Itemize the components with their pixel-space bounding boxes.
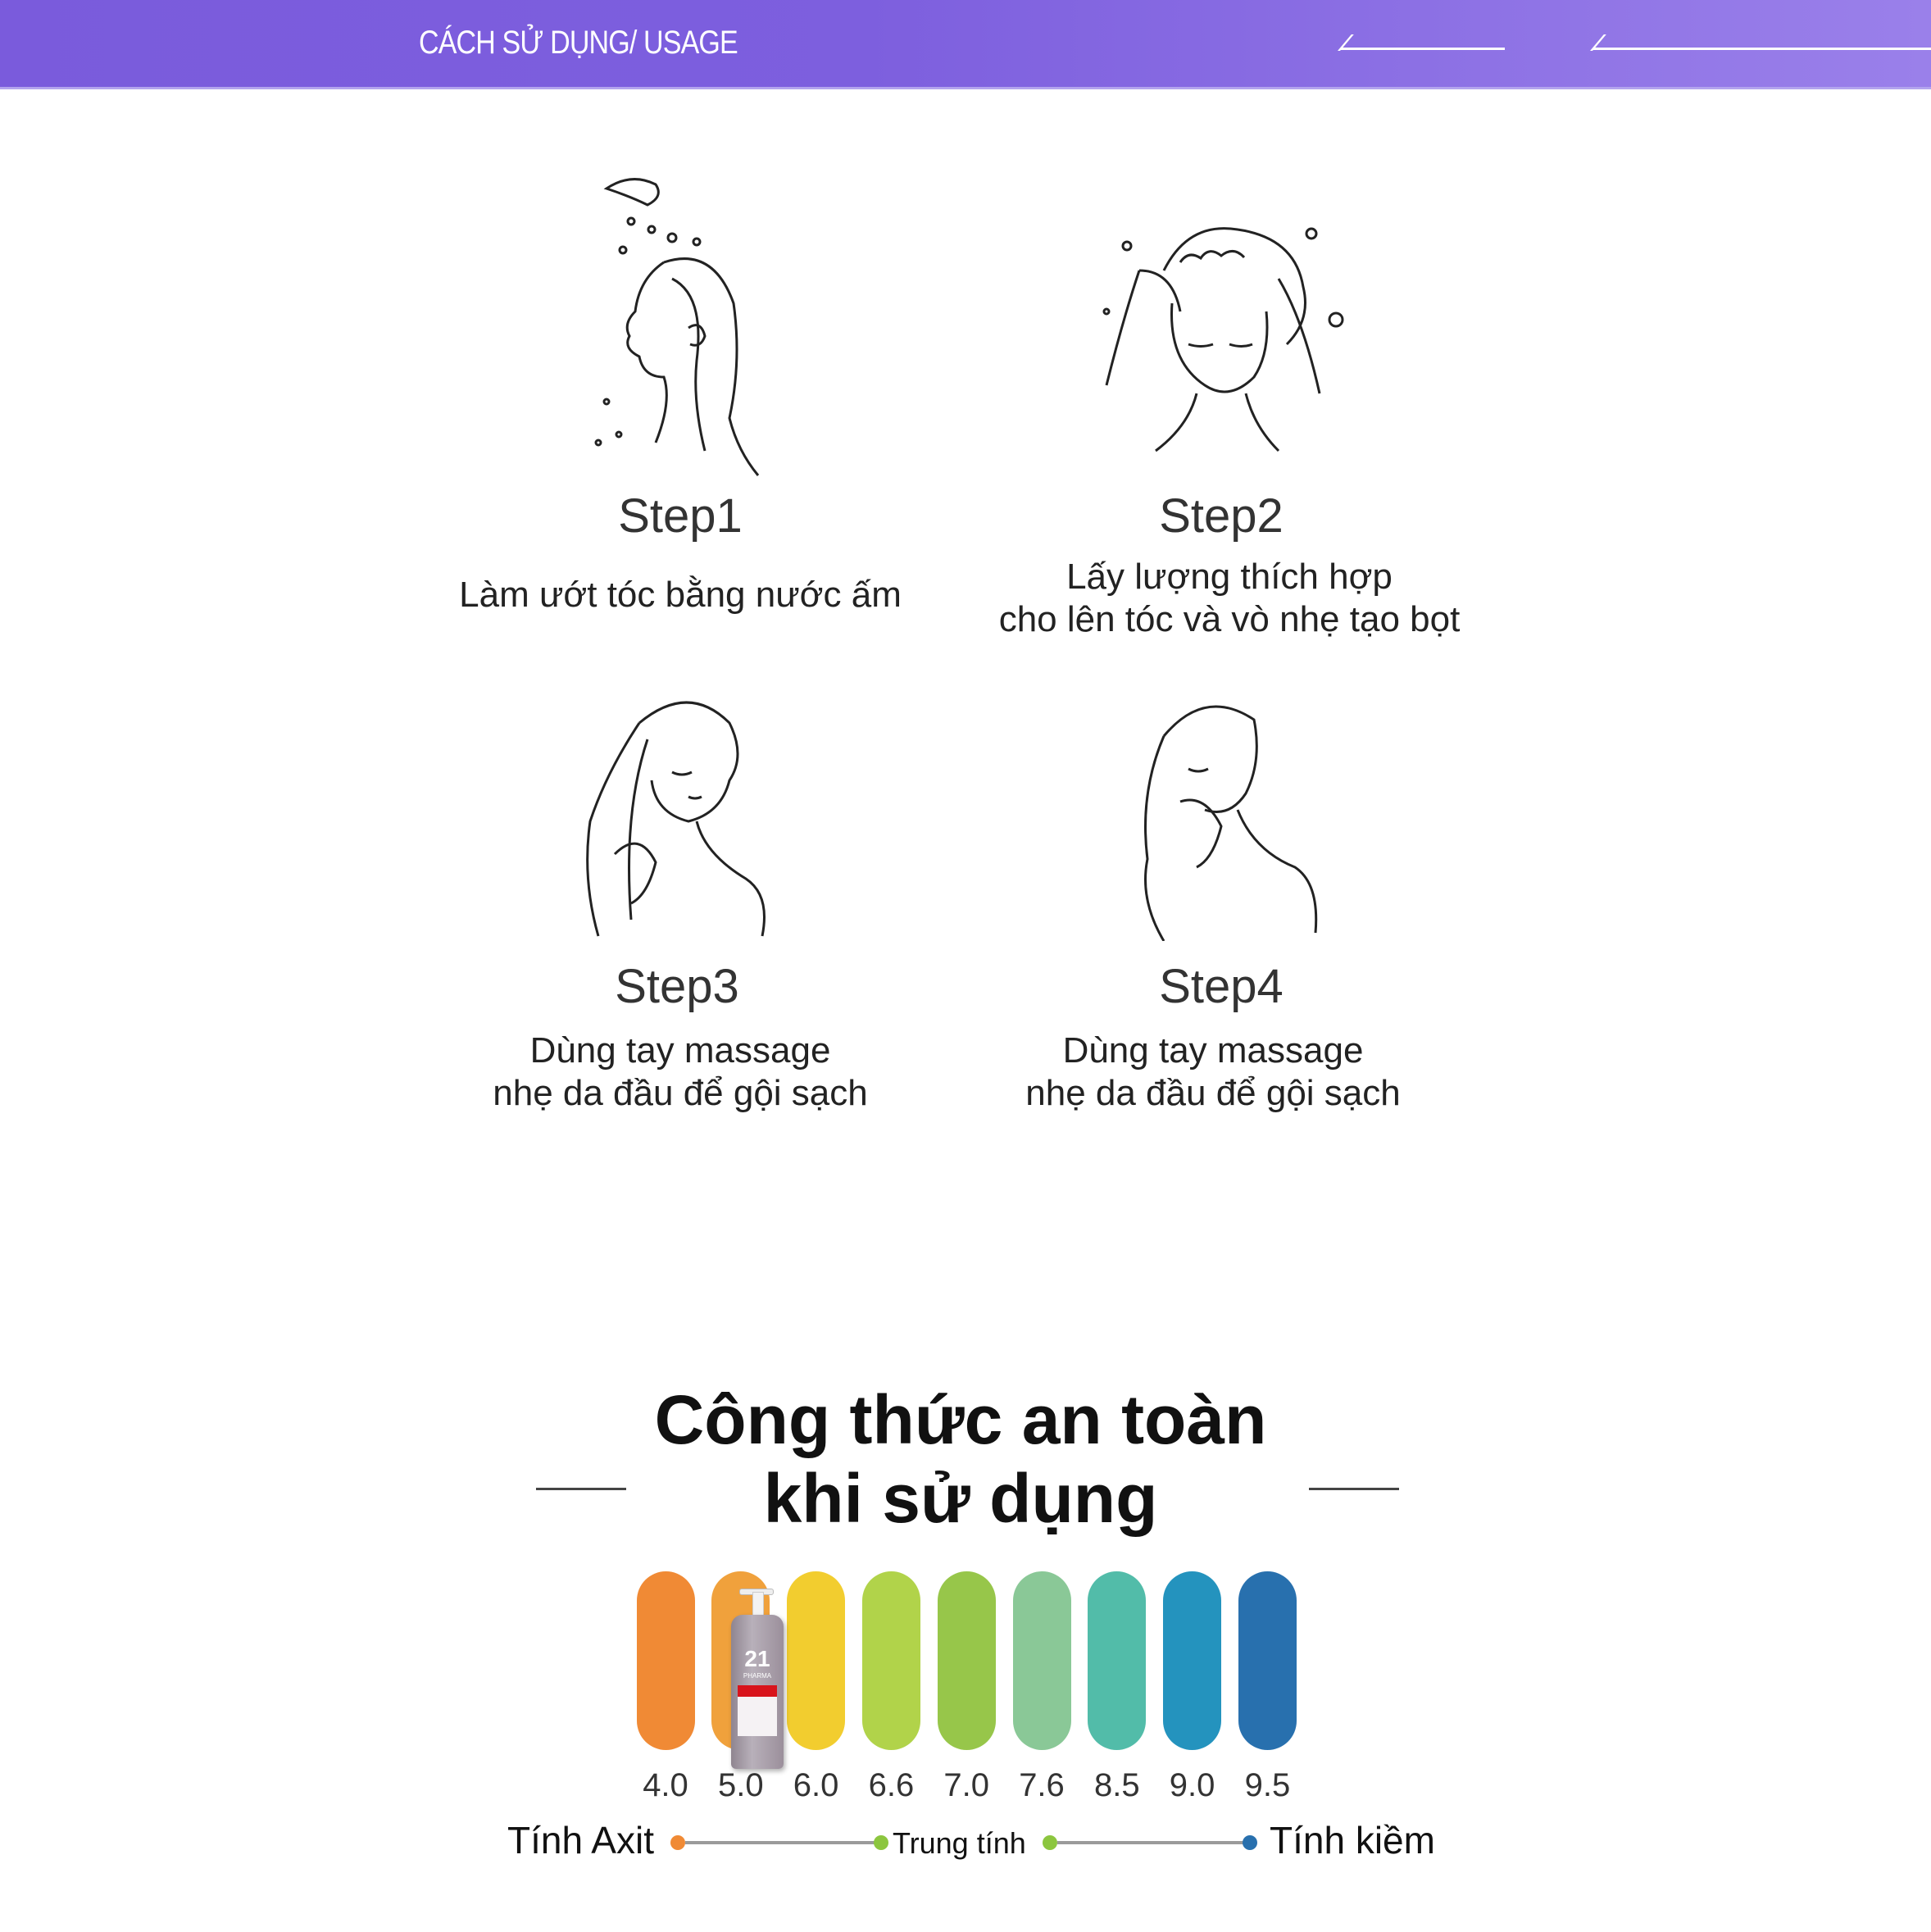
step3-illustration [393,690,967,944]
massaging-scalp-illustration [586,701,766,937]
section-title: CÁCH SỬ DỤNG/ USAGE [419,25,738,61]
step4-desc-line: Dùng tay massage [1062,1030,1364,1071]
ph-bar-7.0 [937,1571,996,1750]
step4-description: Dùng tay massage nhẹ da đầu để gội sạch [902,1030,1524,1115]
neutral-label: Trung tính [893,1826,1026,1860]
step3-desc-line: Dùng tay massage [529,1030,831,1071]
alkaline-dot [1243,1835,1257,1850]
ph-label: 9.0 [1169,1767,1215,1803]
step1-illustration [393,172,967,488]
safety-title-line: khi sử dụng [763,1460,1158,1537]
title-left-divider [536,1488,626,1490]
title-right-divider [1309,1488,1399,1490]
step3-desc-line: nhẹ da đầu để gội sạch [493,1073,868,1113]
step1-title: Step1 [618,489,743,543]
step4-illustration [934,695,1508,941]
step4-title: Step4 [1159,960,1284,1013]
safety-title: Công thức an toàn khi sử dụng [574,1380,1347,1538]
ph-label: 6.6 [868,1767,915,1803]
ph-label: 5.0 [717,1767,764,1803]
ph-bar-9.0 [1163,1571,1222,1750]
acid-dot [670,1835,685,1850]
ph-label: 7.0 [943,1767,989,1803]
shower-hair-wetting-illustration [594,178,760,476]
alkaline-label: Tính kiềm [1270,1819,1435,1862]
ph-bar-9.5 [1238,1571,1297,1750]
step3-description: Dùng tay massage nhẹ da đầu để gội sạch [369,1030,992,1115]
decorative-line [1593,48,1931,50]
step2-title: Step2 [1159,489,1284,543]
neutral-dot-right [1043,1835,1057,1850]
scale-line-left [685,1841,875,1844]
ph-bar-7.6 [1012,1571,1071,1750]
step2-desc-line: cho lên tóc và vò nhẹ tạo bọt [998,599,1461,639]
step3-title: Step3 [615,960,739,1013]
product-bottle-image: 21 PHARMA [728,1589,787,1771]
step4-desc-line: nhẹ da đầu để gội sạch [1025,1073,1401,1113]
rinsing-hair-illustration [1144,705,1318,941]
bottle-number: 21 [744,1646,770,1671]
step2-illustration [934,221,1508,467]
acid-label: Tính Axit [507,1819,654,1862]
ph-bar-6.0 [787,1571,846,1750]
ph-label: 8.5 [1093,1767,1140,1803]
bottle-brand: PHARMA [743,1672,772,1680]
step1-desc-line: Làm ướt tóc bằng nước ấm [459,575,902,615]
neutral-dot-left [874,1835,888,1850]
decorative-line [1341,48,1505,50]
step2-desc-line: Lấy lượng thích hợp [1066,557,1393,597]
ph-bar-6.6 [861,1571,920,1750]
step1-description: Làm ướt tóc bằng nước ấm [369,574,992,616]
step2-description: Lấy lượng thích hợp cho lên tóc và vò nh… [918,556,1541,641]
ph-bar-4.0 [636,1571,695,1750]
ph-bar-8.5 [1088,1571,1147,1750]
ph-label: 9.5 [1244,1767,1291,1803]
ph-label: 6.0 [793,1767,839,1803]
ph-label: 7.6 [1019,1767,1065,1803]
safety-title-line: Công thức an toàn [654,1381,1267,1458]
lathering-shampoo-illustration [1102,227,1344,452]
scale-line-right [1057,1841,1244,1844]
section-header: CÁCH SỬ DỤNG/ USAGE [0,0,1931,89]
ph-label: 4.0 [643,1767,688,1803]
